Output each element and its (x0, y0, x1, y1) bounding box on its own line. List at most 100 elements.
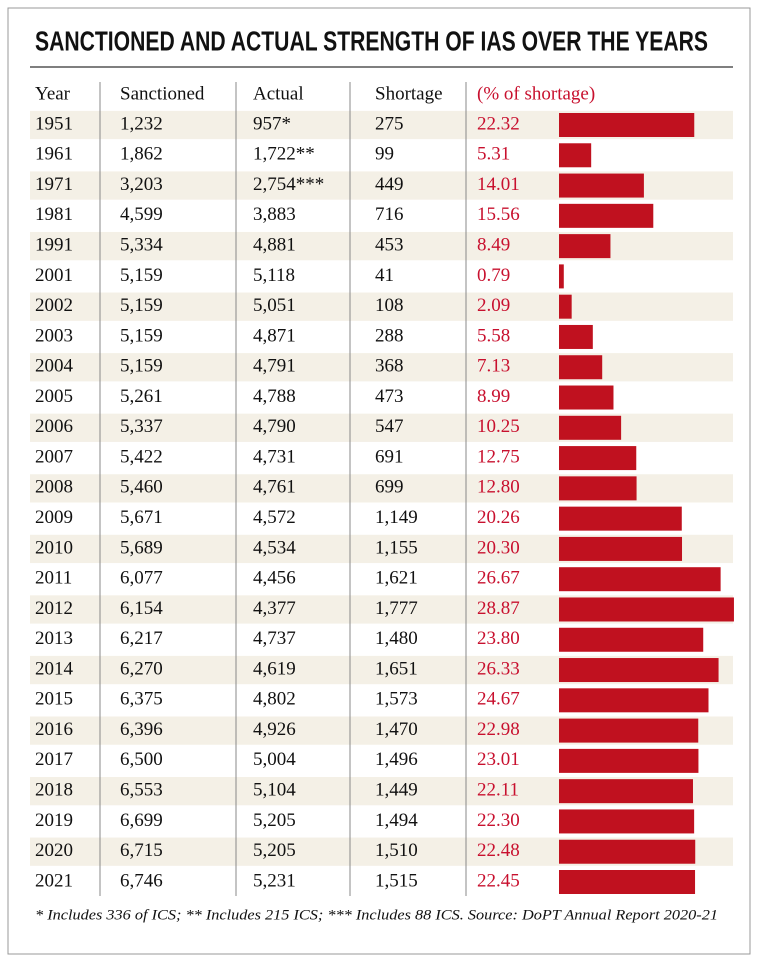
table: Year Sanctioned Actual Shortage (% of shorta… (30, 82, 734, 896)
cell: 108 (375, 295, 404, 316)
frame (7, 7, 751, 955)
cell: 6,154 (120, 598, 163, 619)
cell: 22.11 (477, 780, 519, 801)
cell: 1,510 (375, 840, 418, 861)
cell: 2014 (35, 658, 74, 679)
cell: 1,470 (375, 719, 418, 740)
cell: 2013 (35, 628, 73, 649)
cell: 957* (253, 113, 291, 134)
cell: 2009 (35, 507, 73, 528)
cell: 1,480 (375, 628, 418, 649)
cell: 2019 (35, 810, 73, 831)
cell: 2016 (35, 719, 73, 740)
cell: 28.87 (477, 598, 520, 619)
cell: 2,754*** (253, 174, 324, 195)
cell: 4,377 (253, 598, 296, 619)
cell: 0.79 (477, 265, 510, 286)
cell: 453 (375, 234, 404, 255)
shortage-bar (559, 446, 637, 471)
cell: 5,337 (120, 416, 163, 437)
cell: 24.67 (477, 689, 520, 710)
shortage-bar (559, 688, 709, 713)
cell: 6,270 (120, 658, 163, 679)
cell: 547 (375, 416, 404, 437)
cell: 2017 (35, 749, 73, 770)
cell: 5,334 (120, 234, 163, 255)
cell: 6,396 (120, 719, 163, 740)
cell: 26.67 (477, 568, 520, 589)
shortage-bar (559, 264, 564, 289)
cell: 2021 (35, 870, 73, 891)
cell: 5.31 (477, 144, 510, 165)
cell: 4,619 (253, 658, 296, 679)
shortage-bar (559, 627, 704, 652)
cell: 5,159 (120, 356, 163, 377)
cell: 8.49 (477, 234, 510, 255)
cell: 699 (375, 477, 404, 498)
cell: 1,573 (375, 689, 418, 710)
cell: 4,871 (253, 325, 296, 346)
cell: 2004 (35, 356, 74, 377)
cell: 5,159 (120, 325, 163, 346)
cell: 5,231 (253, 870, 296, 891)
cell: 5,051 (253, 295, 296, 316)
shortage-bar (559, 385, 614, 410)
cell: 1,496 (375, 749, 418, 770)
cell: 5,118 (253, 265, 295, 286)
cell: 1961 (35, 144, 73, 165)
cell: 3,883 (253, 204, 296, 225)
cell: 368 (375, 356, 404, 377)
cell: 1,515 (375, 870, 418, 891)
cell: 288 (375, 325, 404, 346)
shortage-bar (559, 324, 593, 349)
header-cell: Actual (253, 83, 304, 104)
cell: 22.98 (477, 719, 520, 740)
cell: 20.26 (477, 507, 520, 528)
shortage-bar (559, 779, 693, 804)
cell: 275 (375, 113, 404, 134)
cell: 449 (375, 174, 404, 195)
cell: 2003 (35, 325, 73, 346)
row-stripe (30, 353, 733, 382)
cell: 26.33 (477, 658, 520, 679)
cell: 10.25 (477, 416, 520, 437)
row-stripe (30, 231, 733, 261)
cell: 4,761 (253, 477, 296, 498)
cell: 22.48 (477, 840, 520, 861)
shortage-bar (559, 870, 696, 894)
cell: 4,791 (253, 356, 296, 377)
footnote: * Includes 336 of ICS; ** Includes 215 I… (35, 907, 718, 923)
shortage-bar (559, 506, 682, 531)
cell: 5,159 (120, 295, 163, 316)
cell: 5,689 (120, 537, 163, 558)
cell: 14.01 (477, 174, 520, 195)
shortage-bar (559, 718, 699, 743)
cell: 99 (375, 144, 394, 165)
cell: 4,926 (253, 719, 296, 740)
cell: 4,599 (120, 204, 163, 225)
cell: 2001 (35, 265, 73, 286)
shortage-bar (559, 476, 637, 501)
cell: 1,651 (375, 658, 418, 679)
cell: 3,203 (120, 174, 163, 195)
shortage-bar (559, 809, 695, 834)
cell: 6,553 (120, 780, 163, 801)
cell: 8.99 (477, 386, 510, 407)
shortage-bar (559, 415, 622, 440)
cell: 23.01 (477, 749, 520, 770)
cell: 15.56 (477, 204, 520, 225)
shortage-bar (559, 748, 699, 773)
cell: 4,534 (253, 537, 296, 558)
cell: 2006 (35, 416, 73, 437)
cell: 5,205 (253, 810, 296, 831)
cell: 7.13 (477, 356, 510, 377)
cell: 1,621 (375, 568, 418, 589)
cell: 1991 (35, 234, 73, 255)
shortage-bar (559, 536, 683, 561)
cell: 6,699 (120, 810, 163, 831)
shortage-bar (559, 173, 644, 198)
cell: 5,159 (120, 265, 163, 286)
shortage-bar (559, 143, 592, 168)
cell: 23.80 (477, 628, 520, 649)
